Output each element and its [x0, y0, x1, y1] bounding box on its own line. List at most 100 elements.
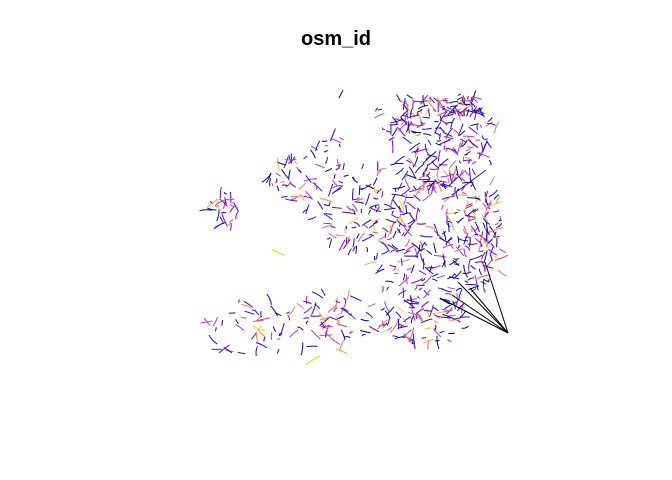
- street-segment: [478, 107, 484, 116]
- street-segment: [261, 172, 272, 183]
- street-segment: [439, 118, 448, 126]
- street-segment: [324, 167, 333, 173]
- street-segment: [484, 211, 489, 216]
- street-segment: [352, 188, 354, 201]
- street-segment: [406, 299, 419, 304]
- street-segment: [356, 233, 360, 239]
- street-segment: [333, 174, 336, 179]
- street-segment: [402, 136, 412, 144]
- street-segment: [342, 163, 345, 171]
- street-segment: [436, 335, 440, 350]
- street-segment: [354, 201, 365, 204]
- street-segment: [442, 313, 454, 319]
- street-segment: [218, 344, 230, 354]
- street-segment: [447, 178, 450, 184]
- street-segment: [481, 215, 488, 222]
- street-segment: [418, 179, 431, 189]
- street-segment: [419, 235, 433, 238]
- street-segment: [338, 89, 344, 99]
- street-segment: [471, 287, 477, 293]
- street-segment: [221, 320, 224, 326]
- street-segment: [399, 212, 407, 216]
- street-segment: [290, 195, 303, 198]
- street-segment: [456, 208, 461, 212]
- street-segment: [413, 194, 421, 202]
- street-segment: [332, 184, 342, 189]
- street-segment: [319, 316, 331, 321]
- street-segment: [479, 124, 482, 128]
- street-segment: [400, 325, 408, 329]
- street-segment: [403, 316, 412, 323]
- street-segment: [447, 339, 452, 342]
- street-segment: [276, 157, 281, 172]
- street-segment: [373, 197, 379, 200]
- street-segment: [310, 145, 318, 151]
- street-segment: [483, 259, 493, 272]
- street-segment: [368, 209, 371, 215]
- street-segment: [270, 305, 278, 317]
- street-segment: [397, 324, 404, 330]
- street-segment: [470, 225, 478, 237]
- street-segment: [486, 236, 489, 248]
- street-segment: [333, 307, 338, 313]
- street-segment: [438, 133, 441, 140]
- street-segment: [398, 290, 407, 296]
- street-segment: [397, 182, 403, 191]
- street-segment: [281, 168, 289, 179]
- street-segment: [256, 317, 271, 322]
- street-segment: [398, 127, 406, 137]
- street-segment: [436, 274, 446, 279]
- street-segment: [428, 181, 435, 191]
- street-segment: [476, 124, 479, 131]
- street-segment: [312, 182, 323, 192]
- street-segment: [420, 318, 433, 324]
- street-segment: [324, 331, 328, 336]
- street-segment: [349, 295, 362, 302]
- street-segment: [228, 219, 234, 223]
- street-segment: [422, 258, 425, 270]
- street-segment: [464, 280, 469, 283]
- street-segment: [381, 127, 386, 131]
- street-segment: [339, 137, 345, 141]
- street-segment: [320, 325, 333, 328]
- street-segment: [408, 327, 415, 341]
- street-segment: [317, 201, 324, 210]
- street-segment: [437, 182, 442, 192]
- street-segment: [471, 168, 476, 176]
- street-segment: [335, 297, 338, 309]
- street-segment: [298, 169, 302, 174]
- street-segment: [461, 191, 466, 194]
- street-segment: [320, 197, 333, 203]
- street-segment: [432, 306, 439, 312]
- street-segment: [360, 183, 372, 191]
- street-segment: [400, 218, 407, 228]
- street-segment: [433, 97, 439, 102]
- street-segment: [420, 121, 423, 125]
- street-segment: [215, 198, 228, 206]
- street-segment: [455, 173, 463, 182]
- street-segment: [342, 211, 356, 215]
- street-segment: [403, 332, 413, 344]
- street-segment: [433, 328, 442, 338]
- street-segment: [466, 108, 470, 117]
- street-segment: [457, 93, 462, 96]
- street-segment: [398, 222, 402, 227]
- street-segment: [432, 273, 439, 277]
- street-segment: [425, 307, 430, 318]
- street-segment: [434, 120, 439, 123]
- street-segment: [439, 330, 445, 334]
- street-segment: [416, 244, 421, 255]
- street-segment: [406, 106, 409, 120]
- street-segment: [328, 201, 331, 207]
- street-segment: [352, 208, 356, 215]
- street-segment: [386, 286, 390, 291]
- street-segment: [404, 238, 410, 248]
- street-segment: [345, 235, 350, 247]
- street-segment: [294, 160, 297, 165]
- street-segment: [439, 298, 450, 305]
- street-segment: [488, 159, 492, 166]
- street-segment: [429, 97, 435, 104]
- street-segment: [415, 133, 422, 136]
- street-segment: [467, 139, 479, 149]
- street-segment: [395, 167, 404, 175]
